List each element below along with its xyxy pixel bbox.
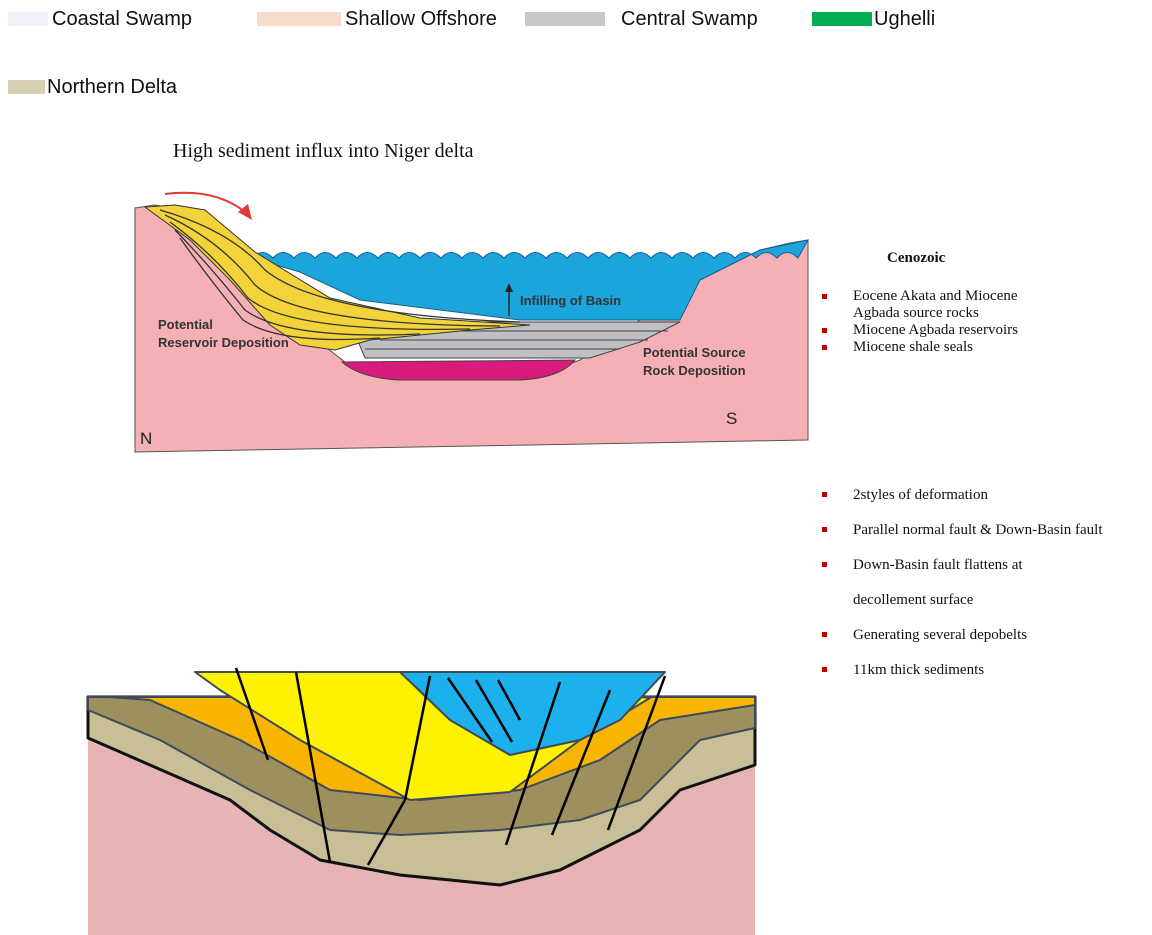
water bbox=[251, 239, 809, 321]
panel-heading: Cenozoic bbox=[887, 250, 946, 266]
petroleum-list: Eocene Akata and Miocene Agbada source r… bbox=[820, 288, 1035, 356]
reservoir-label: Reservoir Deposition bbox=[158, 335, 289, 350]
infilling-label: Infilling of Basin bbox=[520, 293, 621, 308]
infill-arrowhead bbox=[505, 283, 513, 292]
reservoir-label: Potential bbox=[158, 317, 213, 332]
north-label: N bbox=[140, 429, 152, 448]
top-section: Infilling of Basin Potential Reservoir D… bbox=[134, 191, 809, 453]
legend-swatch bbox=[257, 12, 341, 26]
influx-arrowhead bbox=[238, 204, 252, 220]
source-label: Rock Deposition bbox=[643, 363, 746, 378]
source-lens bbox=[340, 359, 577, 381]
blue-layer bbox=[399, 671, 666, 756]
legend-item: Ughelli bbox=[812, 7, 935, 31]
caption: High sediment influx into Niger delta bbox=[173, 140, 474, 162]
legend-item: Coastal Swamp bbox=[8, 7, 192, 31]
bullet: Miocene shale seals bbox=[820, 339, 1035, 356]
reservoir-wedge bbox=[143, 204, 531, 351]
legend-label: Shallow Offshore bbox=[345, 7, 497, 30]
legend-item: Northern Delta bbox=[8, 75, 177, 99]
bullet: Generating several depobelts bbox=[820, 618, 1150, 653]
legend-item: Central Swamp bbox=[525, 7, 758, 31]
legend-item: Shallow Offshore bbox=[257, 7, 497, 31]
legend-swatch bbox=[525, 12, 605, 26]
source-label: Potential Source bbox=[643, 345, 746, 360]
legend-label: Ughelli bbox=[874, 7, 936, 30]
legend-swatch bbox=[8, 80, 45, 94]
structure-list: 2styles of deformation Parallel normal f… bbox=[820, 478, 1150, 688]
legend-label: Central Swamp bbox=[621, 7, 758, 30]
legend-swatch bbox=[8, 12, 48, 26]
bullet: 11km thick sediments bbox=[820, 653, 1150, 688]
south-label: S bbox=[726, 409, 737, 428]
legend-label: Northern Delta bbox=[47, 75, 178, 98]
legend-swatch bbox=[812, 12, 872, 26]
bottom-section bbox=[86, 667, 757, 935]
bullet: Down-Basin fault flattens at decollement… bbox=[820, 548, 1083, 618]
legend-label: Coastal Swamp bbox=[52, 7, 193, 30]
reservoir-lines bbox=[159, 209, 521, 341]
bullet: Miocene Agbada reservoirs bbox=[820, 322, 1035, 339]
bullet: Eocene Akata and Miocene Agbada source r… bbox=[820, 288, 1035, 322]
influx-arrow bbox=[164, 191, 246, 213]
faults bbox=[234, 667, 667, 866]
bullet: Parallel normal fault & Down-Basin fault bbox=[820, 513, 1152, 548]
bullet: 2styles of deformation bbox=[820, 478, 1150, 513]
